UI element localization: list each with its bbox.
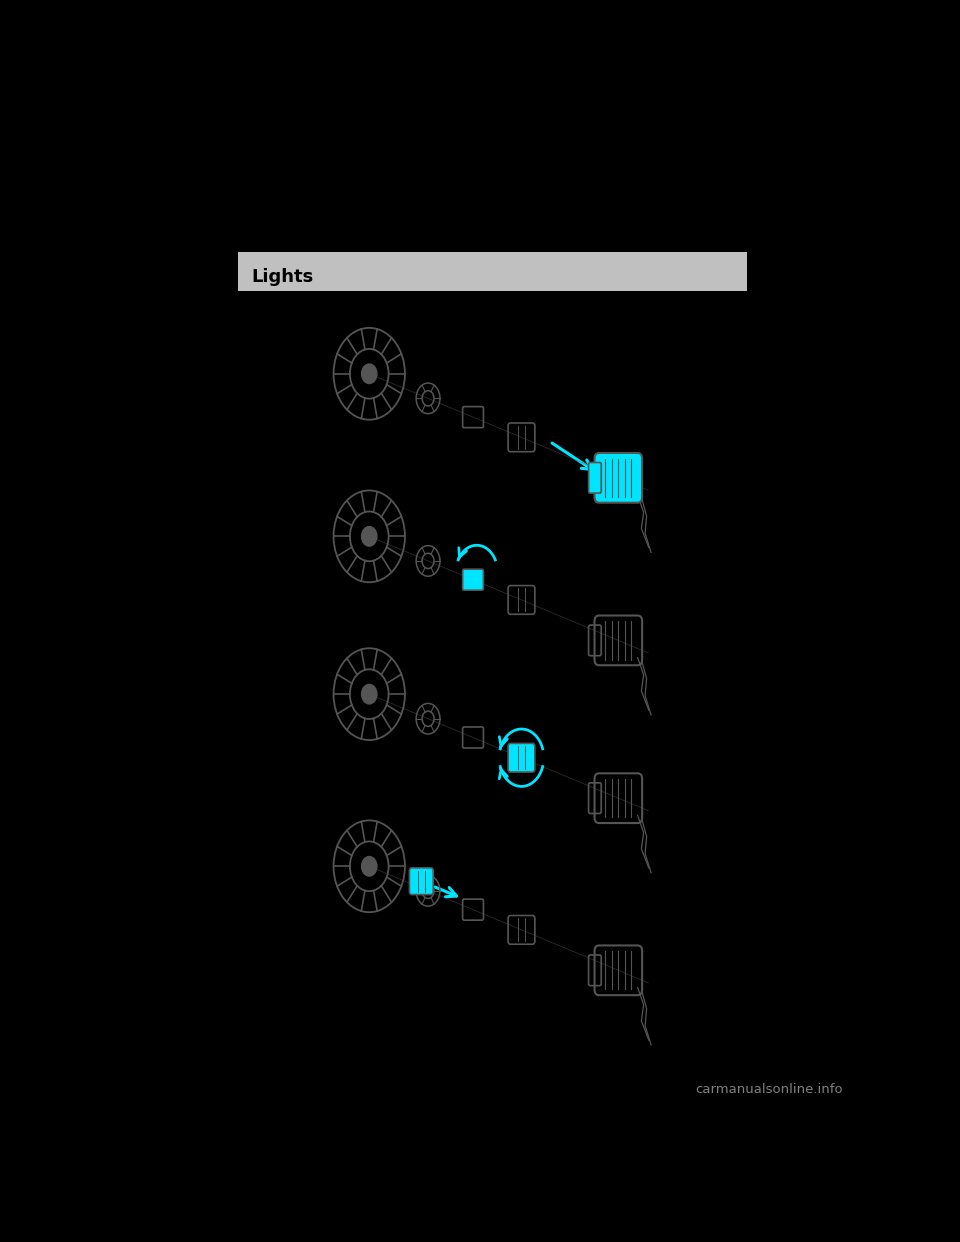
FancyBboxPatch shape [409,868,433,894]
FancyBboxPatch shape [237,252,747,291]
Ellipse shape [362,857,376,876]
Text: Lights: Lights [251,268,313,286]
Ellipse shape [362,364,376,384]
Ellipse shape [362,527,376,546]
FancyBboxPatch shape [594,453,642,503]
FancyBboxPatch shape [508,744,535,773]
FancyBboxPatch shape [463,569,484,590]
Ellipse shape [362,684,376,704]
FancyBboxPatch shape [588,462,601,493]
Text: carmanualsonline.info: carmanualsonline.info [696,1083,843,1095]
